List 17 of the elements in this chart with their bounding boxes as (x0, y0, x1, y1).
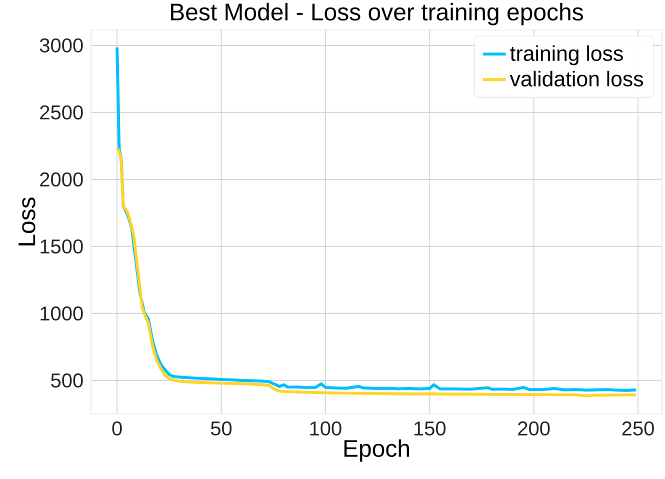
legend-label: validation loss (510, 70, 644, 86)
y-tick-label: 1000 (40, 306, 83, 321)
legend-label: training loss (510, 45, 623, 66)
y-tick-label: 2500 (40, 105, 83, 120)
y-axis-title: Loss (18, 198, 36, 246)
y-tick-label: 3000 (40, 38, 83, 52)
x-tick-label: 200 (518, 421, 550, 436)
x-tick-label: 50 (210, 421, 232, 436)
y-tick-label: 500 (51, 373, 83, 388)
x-tick-label: 0 (112, 421, 122, 436)
y-tick-label: 1500 (40, 239, 83, 254)
x-tick-label: 150 (414, 421, 446, 436)
x-axis-title: Epoch (344, 439, 409, 462)
x-tick-label: 250 (622, 421, 654, 436)
x-tick-label: 100 (310, 421, 342, 436)
y-tick-label: 2000 (40, 172, 83, 187)
chart-title: Best Model - Loss over training epochs (171, 2, 584, 26)
